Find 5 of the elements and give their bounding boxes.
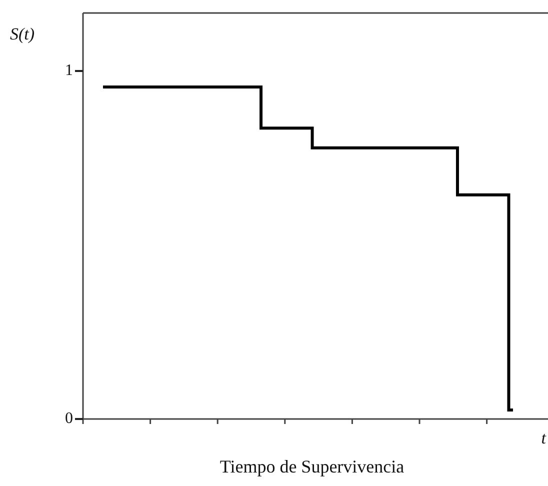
y-tick-label: 0 xyxy=(65,410,73,428)
text: t xyxy=(541,428,548,448)
x-axis-title: Tiempo de Supervivencia xyxy=(220,456,404,477)
y-tick-label: 1 xyxy=(65,62,73,80)
y-axis-title: S(t) xyxy=(10,24,35,44)
